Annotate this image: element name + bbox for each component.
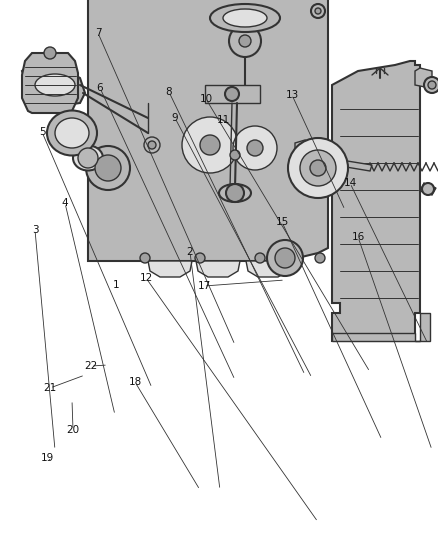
Circle shape xyxy=(95,155,121,181)
Text: 20: 20 xyxy=(67,425,80,435)
Circle shape xyxy=(86,146,130,190)
Polygon shape xyxy=(148,261,192,277)
Ellipse shape xyxy=(55,118,89,148)
Text: 9: 9 xyxy=(172,113,178,123)
Text: 14: 14 xyxy=(343,178,357,188)
Text: 12: 12 xyxy=(139,273,152,283)
Circle shape xyxy=(288,138,348,198)
Text: 10: 10 xyxy=(199,94,212,104)
Circle shape xyxy=(315,8,321,14)
Circle shape xyxy=(230,150,240,160)
Circle shape xyxy=(44,47,56,59)
Circle shape xyxy=(315,253,325,263)
Polygon shape xyxy=(295,140,318,168)
Polygon shape xyxy=(415,313,430,341)
Polygon shape xyxy=(22,65,85,105)
Polygon shape xyxy=(332,61,420,341)
Circle shape xyxy=(422,183,434,195)
Polygon shape xyxy=(246,261,290,277)
Circle shape xyxy=(247,140,263,156)
Circle shape xyxy=(78,148,98,168)
Text: 13: 13 xyxy=(286,90,299,100)
Ellipse shape xyxy=(73,146,103,171)
Text: 6: 6 xyxy=(97,83,103,93)
Circle shape xyxy=(144,137,160,153)
Text: 4: 4 xyxy=(62,198,68,208)
Text: 7: 7 xyxy=(95,28,101,38)
Circle shape xyxy=(424,77,438,93)
Circle shape xyxy=(428,81,436,89)
Bar xyxy=(185,0,300,85)
Text: 21: 21 xyxy=(43,383,57,393)
Circle shape xyxy=(225,87,239,101)
Ellipse shape xyxy=(210,4,280,32)
Circle shape xyxy=(229,25,261,57)
Circle shape xyxy=(182,117,238,173)
Text: 15: 15 xyxy=(276,217,289,227)
Circle shape xyxy=(233,126,277,170)
Text: 17: 17 xyxy=(198,281,211,291)
Text: 2: 2 xyxy=(187,247,193,257)
Circle shape xyxy=(311,4,325,18)
Ellipse shape xyxy=(47,110,97,156)
Circle shape xyxy=(148,141,156,149)
Text: 1: 1 xyxy=(113,280,119,290)
Text: 8: 8 xyxy=(166,87,172,97)
Bar xyxy=(205,85,260,103)
Polygon shape xyxy=(310,155,372,171)
Text: 19: 19 xyxy=(40,453,53,463)
Text: 11: 11 xyxy=(216,115,230,125)
Circle shape xyxy=(255,253,265,263)
Polygon shape xyxy=(88,0,328,261)
Polygon shape xyxy=(148,103,310,195)
Text: 18: 18 xyxy=(128,377,141,387)
Ellipse shape xyxy=(223,9,267,27)
Text: 22: 22 xyxy=(85,361,98,371)
Circle shape xyxy=(226,184,244,202)
Ellipse shape xyxy=(35,74,75,96)
Polygon shape xyxy=(420,183,436,195)
Circle shape xyxy=(140,253,150,263)
Circle shape xyxy=(300,150,336,186)
Polygon shape xyxy=(332,333,415,341)
Polygon shape xyxy=(196,261,240,277)
Text: 3: 3 xyxy=(32,225,38,235)
Circle shape xyxy=(200,135,220,155)
Circle shape xyxy=(310,160,326,176)
Circle shape xyxy=(267,240,303,276)
Text: 16: 16 xyxy=(351,232,364,242)
Polygon shape xyxy=(22,53,78,113)
Polygon shape xyxy=(415,68,432,88)
Circle shape xyxy=(195,253,205,263)
Circle shape xyxy=(239,35,251,47)
Text: 5: 5 xyxy=(39,127,45,137)
Ellipse shape xyxy=(219,184,251,202)
Circle shape xyxy=(275,248,295,268)
